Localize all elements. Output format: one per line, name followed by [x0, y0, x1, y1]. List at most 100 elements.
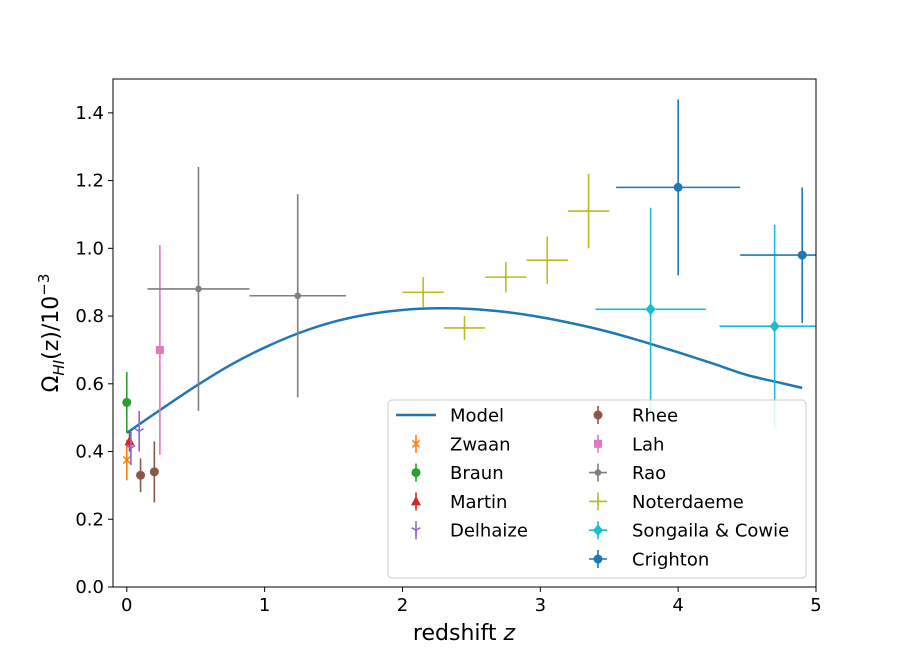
y-tick-label: 1.2 [75, 171, 104, 192]
data-layer [122, 99, 816, 503]
data-point [126, 431, 136, 466]
x-axis-label: redshift z [413, 621, 516, 646]
legend-marker [593, 524, 603, 537]
data-point [740, 187, 816, 323]
series-delhaize [126, 410, 144, 466]
x-tick-label: 4 [672, 595, 683, 616]
point-marker [461, 324, 468, 332]
y-axis-label-sup: −3 [35, 274, 53, 296]
x-tick-label: 5 [810, 595, 821, 616]
legend-item-model: Model [396, 406, 504, 427]
legend-label: Delhaize [450, 521, 528, 542]
legend-marker [593, 554, 603, 564]
y-tick-label: 0.4 [75, 442, 104, 463]
data-point [616, 99, 741, 276]
data-point [136, 458, 146, 493]
legend-item-rao: Rao [589, 463, 666, 484]
point-marker [797, 250, 807, 260]
y-axis-label: ΩHI(z)/10−3 [35, 274, 68, 393]
series-rao [147, 167, 346, 411]
y-axis-label-omega: Ω [39, 376, 64, 393]
model-curve [126, 306, 803, 434]
point-marker [195, 285, 202, 293]
data-point [485, 261, 527, 293]
legend: Model Zwaan Braun Martin Delhaize Rhee Lah Rao N… [387, 399, 807, 579]
data-point [719, 224, 816, 428]
point-marker [294, 292, 302, 300]
legend-box [387, 399, 807, 579]
y-axis-label-sub: HI [50, 359, 68, 375]
legend-item-lah: Lah [594, 434, 664, 455]
point-marker [155, 345, 164, 354]
point-marker [136, 470, 146, 480]
legend-label: Braun [450, 463, 504, 484]
data-point [149, 441, 159, 503]
legend-item-zwaan: Zwaan [411, 434, 511, 455]
data-point [249, 194, 346, 398]
data-point [122, 371, 132, 433]
legend-label: Model [450, 406, 504, 427]
x-tick-label: 3 [535, 595, 546, 616]
legend-item-noterdaeme: Noterdaeme [589, 492, 744, 513]
legend-marker [594, 439, 602, 448]
point-marker [149, 467, 159, 477]
y-tick-label: 0.6 [75, 374, 104, 395]
x-tick-label: 2 [397, 595, 408, 616]
legend-marker [594, 497, 602, 505]
legend-label: Crighton [632, 550, 709, 571]
legend-marker [411, 439, 421, 448]
point-marker [419, 288, 427, 296]
point-marker [122, 397, 132, 407]
x-tick-label: 0 [121, 595, 132, 616]
data-point [134, 410, 144, 452]
series-rhee [136, 441, 159, 503]
y-tick-label: 0.0 [75, 577, 104, 598]
series-lah [155, 244, 164, 455]
point-marker [645, 303, 656, 316]
point-marker [673, 182, 683, 192]
legend-label: Rhee [632, 406, 678, 427]
y-tick-label: 0.8 [75, 306, 104, 327]
series-braun [122, 371, 132, 433]
legend-item-songaila-cowie: Songaila & Cowie [589, 521, 789, 542]
point-marker [134, 428, 144, 437]
x-axis-label-text: redshift [413, 621, 497, 646]
y-tick-label: 1.0 [75, 238, 104, 259]
data-point [526, 236, 568, 284]
y-axis-label-mid: (z)/10 [39, 296, 64, 360]
x-axis-label-var: z [503, 621, 516, 646]
data-point [402, 277, 444, 308]
point-marker [126, 444, 136, 454]
legend-marker [411, 468, 421, 478]
point-marker [122, 455, 131, 465]
legend-item-rhee: Rhee [593, 406, 678, 427]
legend-label: Songaila & Cowie [632, 521, 789, 542]
series-songaila-cowie [595, 207, 816, 428]
y-tick-label: 1.4 [75, 103, 104, 124]
data-point [155, 244, 164, 455]
legend-item-braun: Braun [411, 463, 504, 484]
legend-item-martin: Martin [411, 492, 507, 513]
point-marker [543, 256, 551, 264]
legend-label: Martin [450, 492, 507, 513]
data-point [567, 173, 610, 249]
legend-marker [594, 469, 602, 476]
legend-item-crighton: Crighton [589, 550, 709, 571]
data-point [595, 207, 706, 411]
legend-label: Zwaan [450, 434, 511, 455]
data-point [443, 316, 486, 340]
data-point [147, 167, 250, 411]
axis-ticks: 0 1 2 3 4 5 0.0 0.2 0.4 0.6 0.8 1.0 1.2 1.4 [75, 103, 821, 616]
legend-marker [411, 527, 421, 536]
y-tick-label: 0.2 [75, 509, 104, 530]
point-marker [502, 273, 510, 281]
legend-marker [593, 410, 603, 420]
legend-label: Lah [632, 434, 664, 455]
x-tick-label: 1 [259, 595, 270, 616]
legend-label: Noterdaeme [632, 492, 744, 513]
legend-label: Rao [632, 463, 666, 484]
legend-item-delhaize: Delhaize [411, 521, 528, 542]
series-crighton [616, 99, 816, 323]
plot-frame [112, 78, 817, 588]
